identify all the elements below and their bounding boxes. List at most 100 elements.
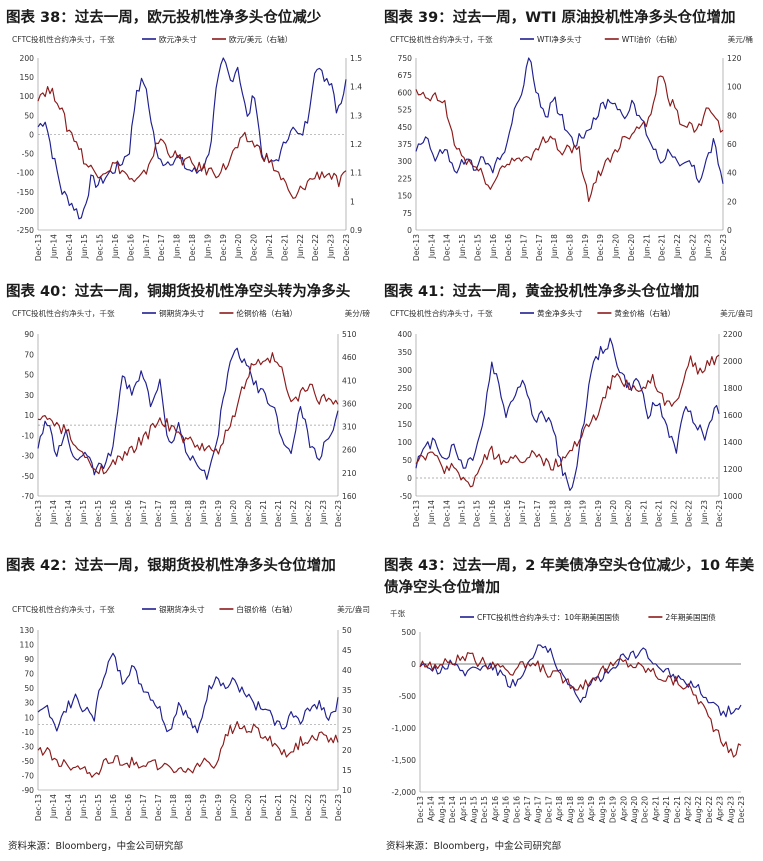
y-axis-label: CFTC投机性合约净头寸，千张 xyxy=(390,308,493,318)
x-tick-label: Jun-14 xyxy=(49,794,58,819)
legend-entry: 欧元/美元（右轴） xyxy=(229,34,292,44)
y-tick-label: -50 xyxy=(22,472,35,481)
x-tick-label: Jun-16 xyxy=(489,234,498,259)
legend-entry: CFTC投机性合约净头寸：10年期美国国债 xyxy=(477,612,620,622)
chart-39-title: 图表 39：过去一周，WTI 原油投机性净多头仓位增加 xyxy=(384,10,736,26)
y-tick-label: 50 xyxy=(402,456,412,465)
y2-tick-label: 40 xyxy=(342,666,352,675)
series-line xyxy=(37,652,339,734)
x-tick-label: Dec-21 xyxy=(274,500,283,527)
x-tick-label: Jun-14 xyxy=(427,234,436,259)
y-tick-label: 110 xyxy=(20,641,35,650)
x-tick-label: Dec-15 xyxy=(480,796,489,823)
y-tick-label: 600 xyxy=(398,88,413,97)
y-tick-label: -150 xyxy=(17,188,34,197)
y2-tick-label: 120 xyxy=(727,54,742,63)
y2-tick-label: 1 xyxy=(350,197,355,206)
series-line xyxy=(415,75,724,202)
y2-tick-label: 1.1 xyxy=(350,169,362,178)
x-tick-label: Jun-16 xyxy=(109,794,118,819)
y2-tick-label: 40 xyxy=(727,169,737,178)
x-tick-label: Dec-13 xyxy=(416,796,425,823)
x-tick-label: Dec-18 xyxy=(184,794,193,821)
x-tick-label: Dec-16 xyxy=(124,794,133,821)
x-tick-label: Aug-22 xyxy=(694,796,703,823)
x-tick-label: Jun-18 xyxy=(548,500,557,525)
x-tick-label: Jun-20 xyxy=(234,234,243,259)
y-tick-label: -1,000 xyxy=(392,724,417,733)
x-tick-label: Dec-18 xyxy=(566,234,575,261)
x-tick-label: Jun-20 xyxy=(612,234,621,259)
x-tick-label: Dec-20 xyxy=(627,234,636,261)
y-tick-label: 0 xyxy=(411,660,416,669)
x-tick-label: Apr-19 xyxy=(587,796,596,821)
y-tick-label: 50 xyxy=(24,371,34,380)
y2-tick-label: 10 xyxy=(342,786,352,795)
x-tick-label: Dec-16 xyxy=(512,796,521,823)
y2-tick-label: 0.9 xyxy=(350,226,362,235)
y-tick-label: 100 xyxy=(398,438,413,447)
x-tick-label: Jun-19 xyxy=(579,500,588,525)
x-tick-label: Dec-14 xyxy=(443,234,452,261)
y-tick-label: 0 xyxy=(29,130,34,139)
x-tick-label: Jun-23 xyxy=(704,234,713,259)
y-tick-label: 150 xyxy=(20,73,35,82)
x-tick-label: Dec-22 xyxy=(304,794,313,821)
y-tick-label: -50 xyxy=(22,150,35,159)
x-tick-label: Jun-22 xyxy=(289,500,298,525)
y-tick-label: -10 xyxy=(22,431,35,440)
x-tick-label: Dec-14 xyxy=(64,500,73,527)
x-tick-label: Dec-18 xyxy=(577,796,586,823)
x-tick-label: Dec-19 xyxy=(214,500,223,527)
chart-40: CFTC投机性合约净头寸，千张 美分/磅 铜期货净头寸 伦铜价格（右轴） -70 -50 -… xyxy=(4,306,374,536)
y2-tick-label: 2200 xyxy=(723,330,742,339)
y2-tick-label: 510 xyxy=(342,330,357,339)
x-tick-label: Dec-17 xyxy=(154,794,163,821)
x-tick-label: Jun-16 xyxy=(488,500,497,525)
x-tick-label: Dec-14 xyxy=(448,796,457,823)
x-tick-label: Aug-17 xyxy=(534,796,543,823)
x-tick-label: Jun-15 xyxy=(79,500,88,525)
y2-tick-label: 1200 xyxy=(723,465,742,474)
y2-tick-label: 1.2 xyxy=(350,140,362,149)
y2-tick-label: 260 xyxy=(342,446,357,455)
x-tick-label: Dec-19 xyxy=(609,796,618,823)
legend-entry: 黄金净多头寸 xyxy=(537,308,583,318)
y2-tick-label: 0 xyxy=(727,226,732,235)
y-tick-label: 70 xyxy=(24,670,34,679)
right-axis-unit: 美元/盎司 xyxy=(337,604,370,614)
chart-41-title: 图表 41：过去一周，黄金投机性净多头仓位增加 xyxy=(384,284,700,300)
x-tick-label: Aug-23 xyxy=(726,796,735,823)
x-tick-label: Jun-19 xyxy=(199,500,208,525)
y2-tick-label: 410 xyxy=(342,376,357,385)
y2-tick-label: 20 xyxy=(342,746,352,755)
x-tick-label: Dec-15 xyxy=(473,234,482,261)
x-tick-label: Jun-21 xyxy=(642,234,651,259)
series-line xyxy=(415,57,724,184)
y-tick-label: 225 xyxy=(398,174,413,183)
y2-tick-label: 1000 xyxy=(723,492,742,501)
y2-tick-label: 1800 xyxy=(723,384,742,393)
legend-entry: 黄金价格（右轴） xyxy=(614,308,675,318)
series-line xyxy=(419,652,742,758)
y-tick-label: 10 xyxy=(24,713,34,722)
x-tick-label: Dec-23 xyxy=(334,794,343,821)
x-tick-label: Jun-21 xyxy=(639,500,648,525)
x-tick-label: Dec-23 xyxy=(719,234,728,261)
x-tick-label: Dec-23 xyxy=(737,796,746,823)
x-tick-label: Dec-16 xyxy=(124,500,133,527)
x-tick-label: Jun-18 xyxy=(550,234,559,259)
y-tick-label: 70 xyxy=(24,350,34,359)
y-axis-label: CFTC投机性合约净头寸，千张 xyxy=(12,308,115,318)
y2-tick-label: 1600 xyxy=(723,411,742,420)
y2-tick-label: 1400 xyxy=(723,438,742,447)
chart-42-title: 图表 42：过去一周，银期货投机性净多头仓位增加 xyxy=(6,558,336,574)
right-axis-unit: 美分/磅 xyxy=(345,308,371,318)
x-tick-label: Dec-19 xyxy=(219,234,228,261)
legend-entry: WTI油价（右轴） xyxy=(622,34,682,44)
chart-43-title-line-1: 图表 43：过去一周，2 年美债净空头仓位减少，10 年美 xyxy=(384,558,755,574)
y-tick-label: 350 xyxy=(398,348,413,357)
y2-tick-label: 1.3 xyxy=(350,111,362,120)
y2-tick-label: 1.4 xyxy=(350,83,362,92)
x-tick-label: Aug-15 xyxy=(470,796,479,823)
